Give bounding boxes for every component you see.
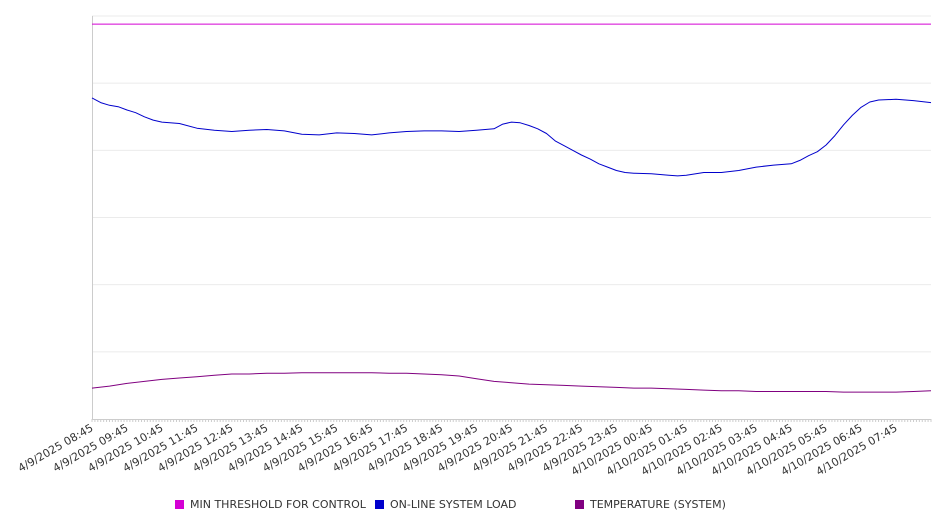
grid-lines [92,15,931,353]
x-tick-labels: 4/9/2025 08:454/9/2025 09:454/9/2025 10:… [16,421,900,478]
legend-item-temperature-system: TEMPERATURE (SYSTEM) [575,498,726,511]
legend: MIN THRESHOLD FOR CONTROL ON-LINE SYSTEM… [175,498,935,512]
legend-label-online-system-load: ON-LINE SYSTEM LOAD [390,498,517,511]
legend-swatch-online-system-load [375,500,384,509]
legend-item-online-system-load: ON-LINE SYSTEM LOAD [375,498,516,511]
series-lines [91,23,932,393]
legend-swatch-min-threshold [175,500,184,509]
legend-label-temperature-system: TEMPERATURE (SYSTEM) [590,498,726,511]
legend-swatch-temperature-system [575,500,584,509]
legend-label-min-threshold: MIN THRESHOLD FOR CONTROL [190,498,366,511]
series-line-2 [91,372,932,393]
legend-item-min-threshold: MIN THRESHOLD FOR CONTROL [175,498,366,511]
axes [91,16,932,422]
series-line-1 [91,97,932,177]
